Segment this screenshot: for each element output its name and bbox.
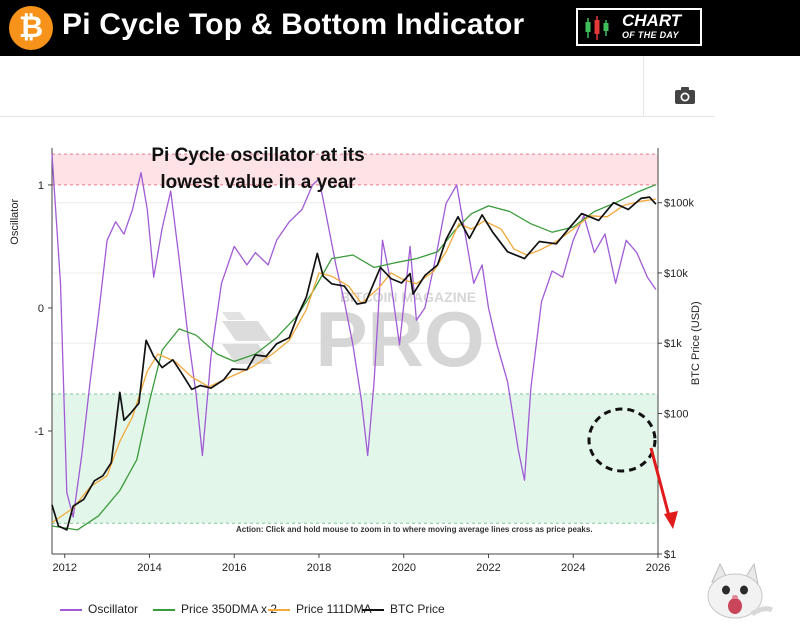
page-title: Pi Cycle Top & Bottom Indicator bbox=[62, 8, 525, 41]
x-tick-label: 2014 bbox=[137, 562, 161, 574]
y-right-tick-label: $100k bbox=[664, 198, 694, 210]
badge-line-chart: CHART bbox=[622, 11, 682, 30]
y-left-tick-label: 1 bbox=[38, 180, 44, 192]
watermark: BITCOIN MAGAZINE PRO bbox=[222, 289, 485, 383]
y-right-tick-label: $100 bbox=[664, 408, 688, 420]
x-tick-label: 2026 bbox=[646, 562, 670, 574]
bitcoin-logo-icon: ₿ bbox=[9, 6, 53, 50]
top-zone-band bbox=[52, 154, 658, 185]
x-tick-label: 2018 bbox=[307, 562, 331, 574]
bottom-zone-band bbox=[52, 394, 658, 524]
legend-swatch bbox=[362, 608, 384, 611]
legend-item[interactable]: Oscillator bbox=[60, 602, 138, 616]
dma111-line bbox=[51, 198, 656, 524]
pi-cycle-chart[interactable]: BITCOIN MAGAZINE PRO 2012 2014 2016 2018 202… bbox=[0, 116, 800, 586]
x-tick-label: 2022 bbox=[476, 562, 500, 574]
x-tick-label: 2012 bbox=[52, 562, 76, 574]
oscillator-line bbox=[51, 154, 657, 518]
legend-swatch bbox=[153, 608, 175, 611]
toolbar-divider bbox=[643, 56, 644, 116]
legend-swatch bbox=[268, 608, 290, 611]
chart-toolbar bbox=[0, 56, 715, 117]
annotation-line-1: Pi Cycle oscillator at its bbox=[151, 145, 364, 166]
legend-label: Oscillator bbox=[88, 602, 139, 616]
x-tick-label: 2020 bbox=[391, 562, 415, 574]
legend-item[interactable]: Price 111DMA bbox=[268, 602, 372, 616]
btc-price-line bbox=[51, 196, 657, 531]
chart-axes: 2012 2014 2016 2018 2020 2022 2024 2026 1 0 -1 Osci… bbox=[9, 148, 702, 574]
legend-item[interactable]: BTC Price bbox=[362, 602, 445, 616]
legend-label: Price 111DMA bbox=[296, 602, 372, 616]
camera-icon[interactable] bbox=[674, 86, 696, 106]
candlestick-icon bbox=[585, 16, 609, 40]
chart-of-the-day-badge: CHART OF THE DAY bbox=[576, 8, 702, 46]
legend-label: Price 350DMA x 2 bbox=[181, 602, 278, 616]
annotation-line-2: lowest value in a year bbox=[160, 172, 356, 193]
oscillator-zones bbox=[52, 153, 658, 524]
series-layer bbox=[51, 154, 657, 531]
dma350x2-line bbox=[51, 184, 657, 531]
y-right-axis-label: BTC Price (USD) bbox=[690, 301, 702, 385]
legend-label: BTC Price bbox=[390, 602, 445, 616]
y-right-tick-label: $1 bbox=[664, 549, 676, 561]
header-bar: ₿ Pi Cycle Top & Bottom Indicator CHART … bbox=[0, 0, 800, 56]
cat-mascot-icon bbox=[707, 562, 774, 619]
y-left-axis-label: Oscillator bbox=[9, 199, 21, 245]
y-right-tick-label: $10k bbox=[664, 268, 688, 280]
y-left-tick-label: 0 bbox=[38, 303, 44, 315]
watermark-logo-icon bbox=[222, 312, 272, 364]
legend-swatch bbox=[60, 608, 82, 611]
down-arrow-icon bbox=[649, 447, 678, 529]
y-left-tick-label: -1 bbox=[34, 426, 44, 438]
action-note: Action: Click and hold mouse to zoom in … bbox=[236, 525, 593, 534]
badge-line-of-the-day: OF THE DAY bbox=[622, 30, 679, 40]
highlight-circle bbox=[587, 407, 657, 473]
chart-annotations: Pi Cycle oscillator at its lowest value … bbox=[151, 145, 678, 534]
x-tick-label: 2024 bbox=[561, 562, 585, 574]
x-tick-label: 2016 bbox=[222, 562, 246, 574]
legend-item[interactable]: Price 350DMA x 2 bbox=[153, 602, 277, 616]
y-right-tick-label: $1k bbox=[664, 338, 682, 350]
